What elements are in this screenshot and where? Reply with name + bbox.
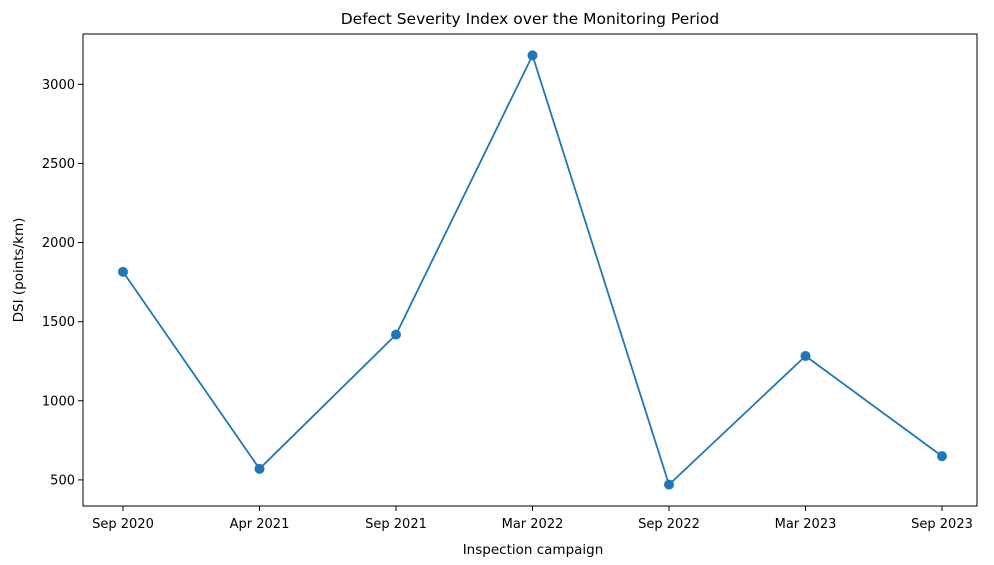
x-axis: Sep 2020 Apr 2021 Sep 2021 Mar 2022 Sep 2022… [92, 506, 973, 532]
data-point-apr-2021 [254, 463, 265, 474]
x-tick-label: Mar 2023 [775, 517, 837, 532]
data-point-sep-2020 [118, 266, 128, 277]
data-point-sep-2022 [664, 479, 674, 490]
x-tick-label: Sep 2021 [365, 517, 427, 532]
x-tick-label: Sep 2022 [638, 517, 700, 532]
y-tick-label: 1000 [42, 394, 75, 409]
y-tick-label: 1500 [42, 315, 75, 330]
data-point-sep-2023 [937, 451, 947, 462]
x-tick-label: Apr 2021 [230, 517, 290, 532]
axes-frame [82, 33, 978, 507]
data-point-mar-2023 [800, 350, 811, 361]
x-axis-label: Inspection campaign [463, 542, 604, 558]
x-tick-label: Mar 2022 [502, 517, 564, 532]
data-point-mar-2022 [527, 50, 538, 61]
series-line [122, 54, 943, 486]
y-axis-label: DSI (points/km) [11, 218, 27, 323]
plot-area [118, 50, 947, 490]
y-tick-label: 2000 [42, 236, 75, 251]
y-axis: 500 1000 1500 2000 2500 3000 [42, 78, 83, 488]
x-tick-label: Sep 2020 [92, 517, 154, 532]
y-tick-label: 3000 [42, 78, 75, 93]
data-point-sep-2021 [391, 329, 401, 340]
chart-title: Defect Severity Index over the Monitorin… [341, 10, 720, 28]
x-tick-label: Sep 2023 [911, 517, 973, 532]
y-tick-label: 2500 [42, 157, 75, 172]
y-tick-label: 500 [50, 473, 75, 488]
